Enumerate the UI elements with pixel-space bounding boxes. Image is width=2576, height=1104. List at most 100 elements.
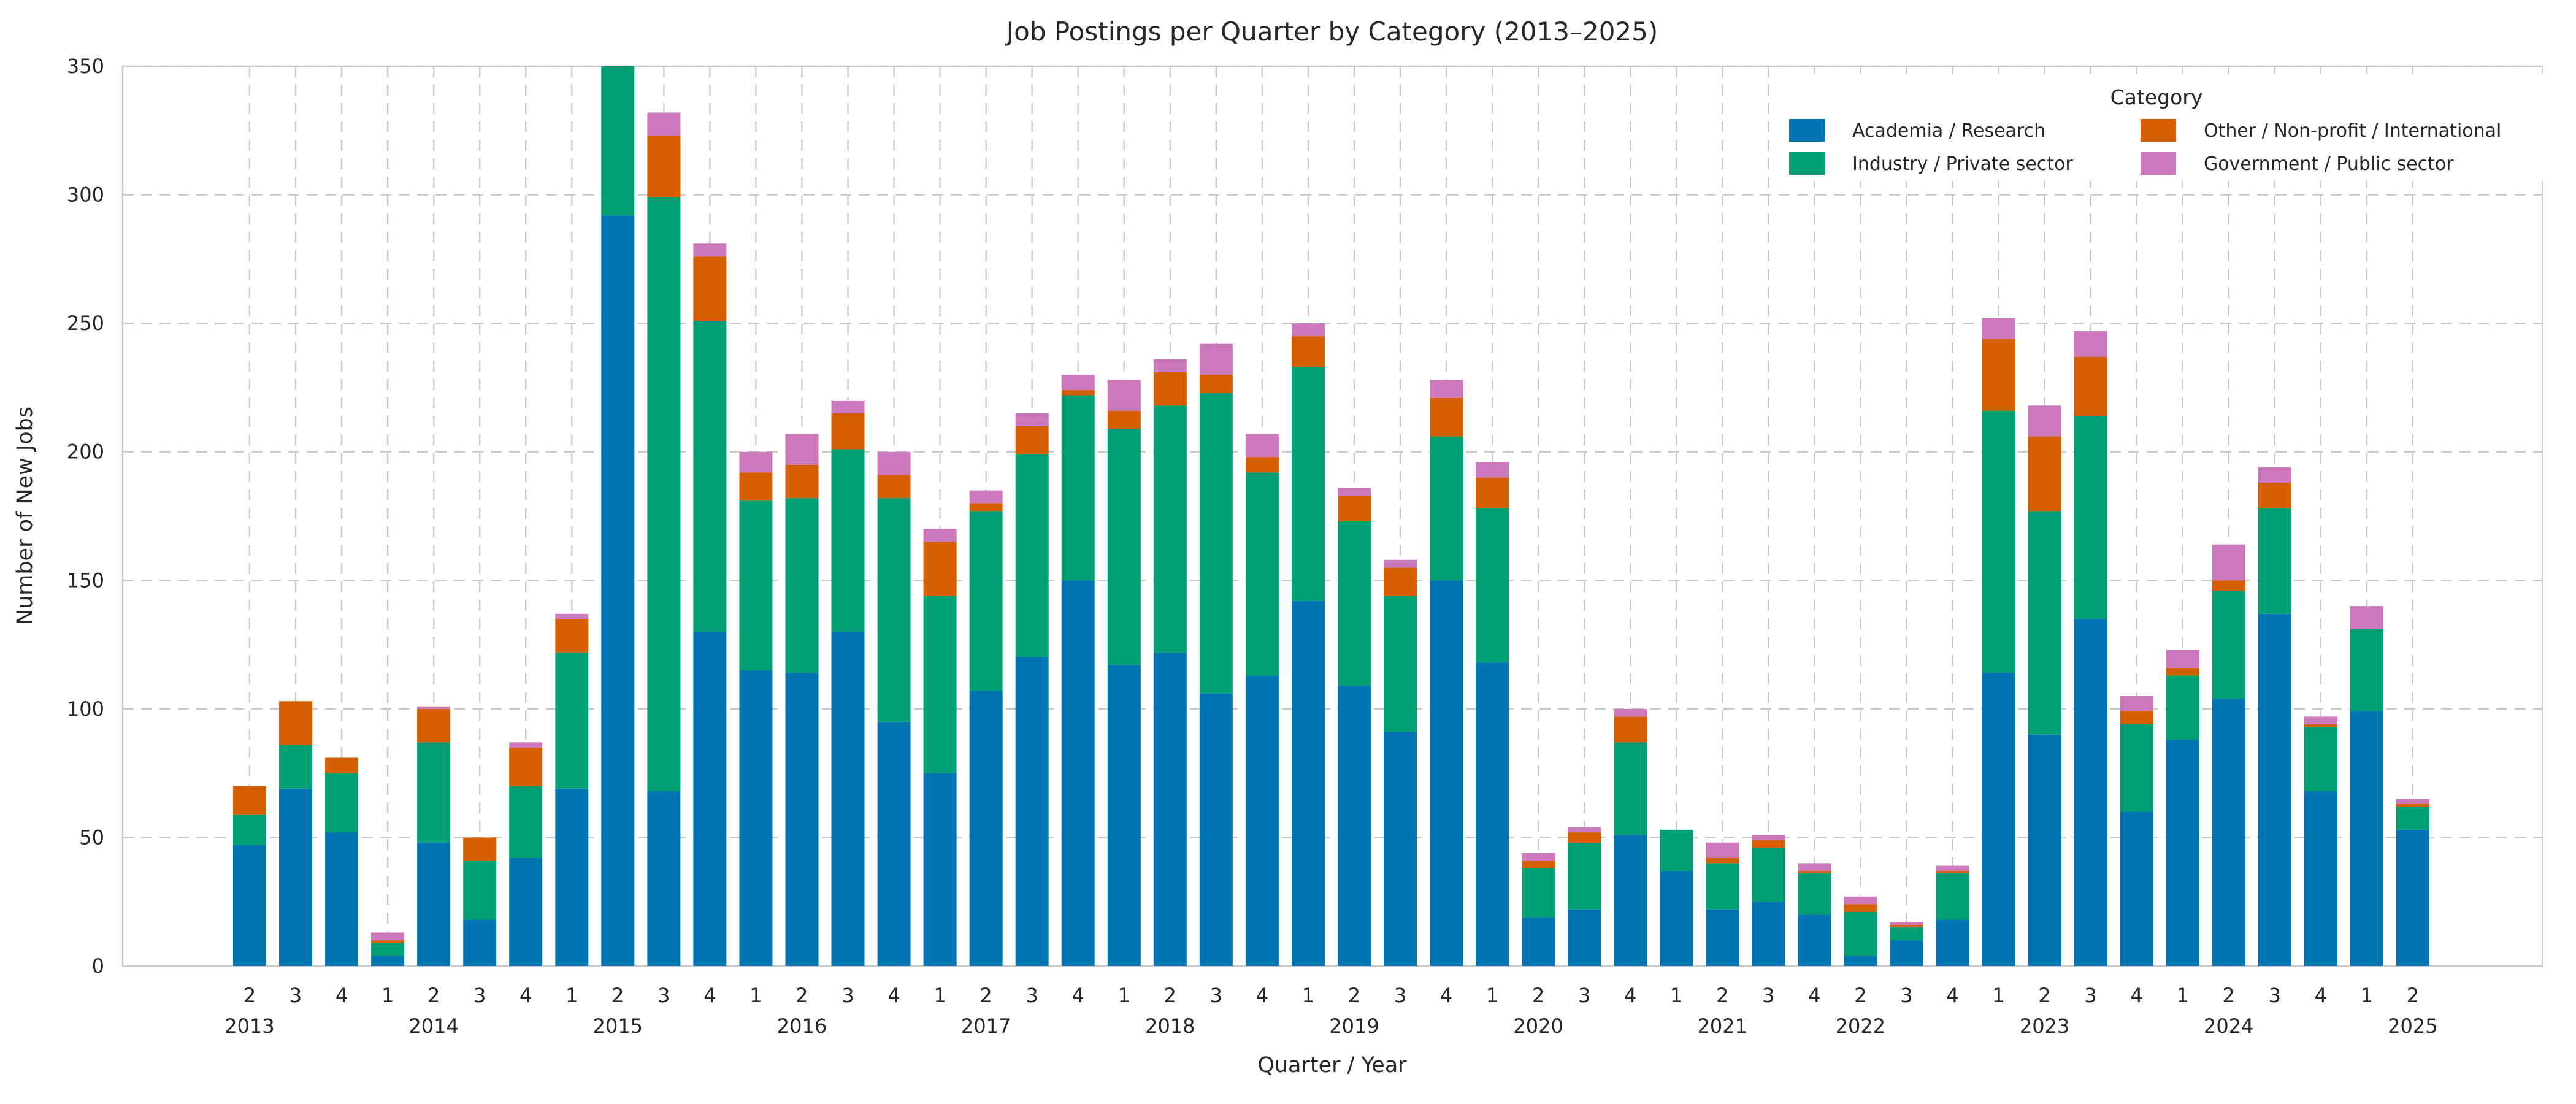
bar-segment-series-0: [969, 691, 1003, 966]
x-tick-quarter-label: 1: [933, 984, 946, 1007]
bar-segment-series-1: [1568, 842, 1601, 910]
bar-segment-series-0: [325, 832, 359, 966]
x-tick-quarter-label: 3: [841, 984, 854, 1007]
bar-segment-series-3: [877, 451, 911, 475]
bar-segment-series-1: [371, 943, 405, 956]
legend-swatch: [1789, 152, 1825, 175]
bar-segment-series-2: [463, 837, 497, 861]
bar-segment-series-2: [509, 747, 543, 786]
x-tick-quarter-label: 4: [1808, 984, 1820, 1007]
x-tick-quarter-label: 4: [703, 984, 716, 1007]
x-tick-quarter-label: 1: [1118, 984, 1130, 1007]
bar-segment-series-2: [279, 701, 313, 745]
bar-segment-series-0: [739, 670, 773, 966]
bar-segment-series-0: [1476, 662, 1509, 966]
bar-segment-series-2: [831, 413, 865, 450]
bar-segment-series-1: [647, 197, 681, 791]
bar-segment-series-3: [1844, 896, 1877, 905]
x-tick-quarter-label: 4: [887, 984, 900, 1007]
legend-title: Category: [2110, 85, 2203, 109]
bar-segment-series-0: [1430, 580, 1463, 966]
bar-0: [233, 786, 266, 966]
legend-swatch: [1789, 119, 1825, 142]
bar-segment-series-2: [693, 256, 727, 321]
bar-36: [1890, 922, 1923, 966]
bar-42: [2166, 650, 2199, 966]
bar-segment-series-1: [1890, 927, 1923, 941]
bar-segment-series-2: [1430, 397, 1463, 437]
bar-segment-series-0: [2304, 791, 2337, 966]
bar-32: [1706, 842, 1739, 966]
bar-segment-series-3: [647, 112, 681, 136]
bar-8: [601, 66, 635, 967]
bar-segment-series-1: [1660, 829, 1693, 871]
bar-segment-series-0: [1798, 914, 1831, 966]
y-tick-label: 200: [67, 440, 104, 464]
bar-34: [1798, 863, 1831, 966]
bar-segment-series-2: [2304, 724, 2337, 727]
legend-label: Industry / Private sector: [1852, 153, 2073, 175]
bar-segment-series-1: [1798, 873, 1831, 915]
bar-segment-series-2: [739, 472, 773, 501]
bar-segment-series-1: [1245, 472, 1279, 676]
bar-segment-series-1: [417, 742, 451, 843]
bar-21: [1199, 343, 1233, 966]
bar-segment-series-2: [1982, 339, 2015, 411]
bar-segment-series-3: [509, 742, 543, 748]
bar-segment-series-0: [371, 956, 405, 966]
bar-segment-series-0: [601, 215, 635, 967]
bar-segment-series-0: [831, 632, 865, 966]
x-tick-year-label: 2025: [2388, 1014, 2437, 1038]
bar-segment-series-3: [1291, 323, 1325, 337]
bar-segment-series-3: [2120, 696, 2153, 712]
bar-segment-series-2: [371, 940, 405, 943]
legend-swatch: [2141, 119, 2176, 142]
bar-segment-series-2: [1337, 495, 1371, 521]
bar-segment-series-3: [1061, 374, 1095, 391]
bar-38: [1982, 318, 2015, 966]
bar-41: [2120, 696, 2153, 966]
bar-37: [1936, 865, 1969, 966]
bar-segment-series-1: [555, 652, 589, 789]
bar-segment-series-0: [1291, 600, 1325, 966]
x-tick-quarter-label: 3: [1026, 984, 1038, 1007]
bar-segment-series-1: [1061, 395, 1095, 581]
bar-27: [1476, 462, 1509, 966]
bar-segment-series-2: [2212, 580, 2245, 591]
bar-segment-series-0: [2166, 740, 2199, 966]
chart-title: Job Postings per Quarter by Category (20…: [1005, 17, 1658, 47]
bar-segment-series-2: [2028, 436, 2061, 512]
x-tick-quarter-label: 4: [1624, 984, 1636, 1007]
y-tick-label: 0: [92, 954, 104, 978]
bar-13: [831, 400, 865, 966]
bars-layer: [233, 66, 2429, 967]
bar-segment-series-1: [1522, 868, 1555, 918]
bar-25: [1384, 559, 1417, 966]
bar-segment-series-3: [1890, 922, 1923, 925]
bar-segment-series-3: [1430, 380, 1463, 398]
bar-segment-series-3: [1522, 853, 1555, 861]
x-tick-year-label: 2024: [2204, 1014, 2253, 1038]
x-tick-year-label: 2013: [224, 1014, 274, 1038]
bar-segment-series-1: [1430, 436, 1463, 581]
x-tick-quarter-label: 1: [2361, 984, 2373, 1007]
bar-segment-series-1: [601, 66, 635, 216]
y-tick-label: 100: [67, 697, 104, 721]
bar-44: [2258, 467, 2291, 966]
bar-segment-series-3: [2304, 716, 2337, 725]
bar-segment-series-2: [969, 503, 1003, 512]
bar-segment-series-3: [1706, 842, 1739, 858]
x-tick-quarter-label: 3: [1578, 984, 1590, 1007]
bar-segment-series-0: [2396, 829, 2429, 966]
bar-segment-series-3: [2074, 331, 2107, 357]
bar-segment-series-2: [1890, 924, 1923, 928]
x-tick-quarter-label: 3: [289, 984, 302, 1007]
bar-segment-series-2: [233, 786, 266, 815]
bar-segment-series-0: [1153, 652, 1187, 966]
bar-segment-series-3: [1337, 488, 1371, 496]
x-tick-year-label: 2019: [1329, 1014, 1379, 1038]
bar-segment-series-3: [2396, 799, 2429, 804]
x-tick-quarter-label: 3: [2084, 984, 2096, 1007]
x-tick-quarter-label: 1: [1486, 984, 1498, 1007]
